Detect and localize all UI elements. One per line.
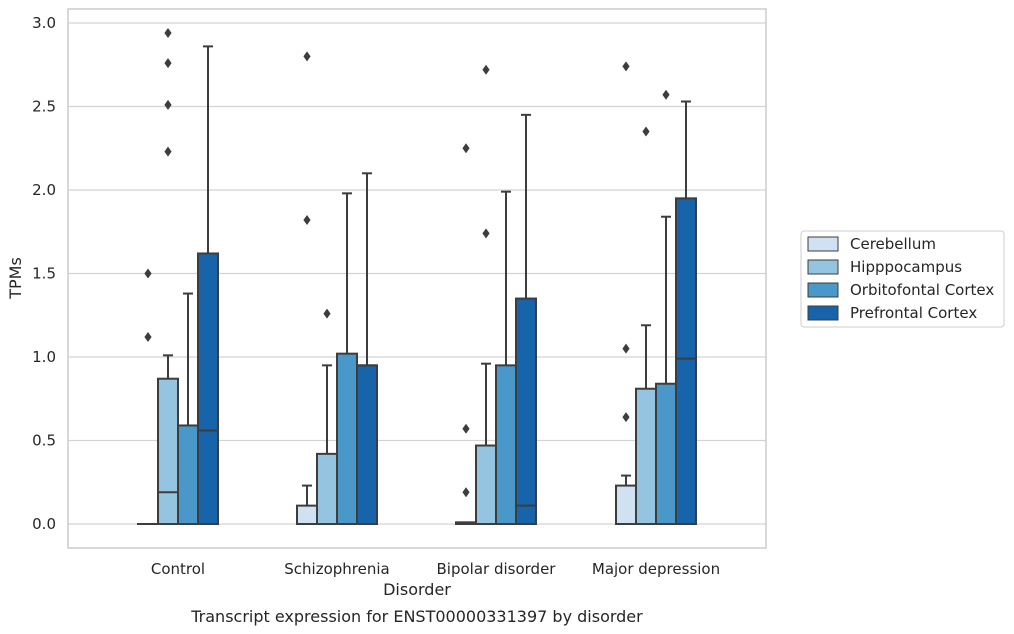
box-group [177,292,199,525]
box-group [495,190,517,525]
box-group [475,64,497,526]
y-tick-label: 0.5 [32,432,56,450]
box [296,504,318,526]
outlier-point [164,28,172,39]
outlier-point [482,228,490,239]
legend-frame [800,230,1005,328]
outlier-point [164,58,172,69]
outlier-point [303,215,311,226]
chart-caption: Transcript expression for ENST0000033139… [190,607,643,626]
box-group [635,126,657,526]
outlier-point [144,268,152,279]
x-tick-label: Control [151,560,205,578]
legend-swatch [807,236,839,252]
y-tick-label: 0.0 [32,515,56,533]
box-group [137,268,159,526]
box-group [356,172,378,525]
outlier-point [164,146,172,157]
y-axis-ticks: 0.0 0.5 1.0 1.5 2.0 2.5 3.0 [32,14,56,533]
x-tick-label: Schizophrenia [284,560,389,578]
y-tick-label: 2.0 [32,181,56,199]
outlier-point [622,412,630,423]
box [475,444,497,526]
box-group [197,45,219,526]
legend-swatch [807,282,839,298]
y-tick-label: 1.5 [32,265,56,283]
x-axis-title: Disorder [383,580,451,599]
box-group [316,308,338,525]
box [635,387,657,526]
x-tick-label: Major depression [592,560,720,578]
outlier-point [323,308,331,319]
outlier-point [303,51,311,62]
outlier-point [144,331,152,342]
outlier-point [482,64,490,75]
box-plot-marks [137,28,697,526]
legend: Cerebellum Hipppocampus Orbitofontal Corte… [800,230,1005,328]
outlier-point [164,99,172,110]
box-group [157,28,179,525]
outlier-point [662,89,670,100]
outlier-point [462,487,470,498]
box [177,424,199,525]
box-group [655,89,677,525]
box [197,252,219,526]
legend-label: Hipppocampus [850,258,962,276]
legend-label: Cerebellum [850,235,936,253]
box [495,364,517,525]
box [655,382,677,525]
outlier-point [622,343,630,354]
y-tick-label: 3.0 [32,14,56,32]
x-tick-label: Bipolar disorder [437,560,557,578]
box [356,364,378,525]
legend-label: Prefrontal Cortex [850,304,977,322]
legend-label: Orbitofontal Cortex [850,281,994,299]
outlier-point [622,61,630,72]
x-axis-ticks: Control Schizophrenia Bipolar disorder Majo… [151,560,720,578]
legend-swatch [807,305,839,321]
box [675,197,697,525]
box [336,352,358,525]
box [157,377,179,525]
outlier-point [462,423,470,434]
legend-items: Cerebellum Hipppocampus Orbitofontal Corte… [807,235,994,322]
outlier-point [642,126,650,137]
box [316,452,338,525]
box-group [675,100,697,525]
box-group [515,113,537,525]
box-group [455,143,477,526]
y-tick-label: 2.5 [32,98,56,116]
box-group [296,51,318,526]
box-group [336,192,358,525]
legend-swatch [807,259,839,275]
y-axis-title: TPMs [6,257,25,300]
box [615,484,637,525]
box [515,297,537,525]
outlier-point [462,143,470,154]
box-group [615,61,637,525]
plot-frame [67,8,767,549]
y-tick-label: 1.0 [32,348,56,366]
